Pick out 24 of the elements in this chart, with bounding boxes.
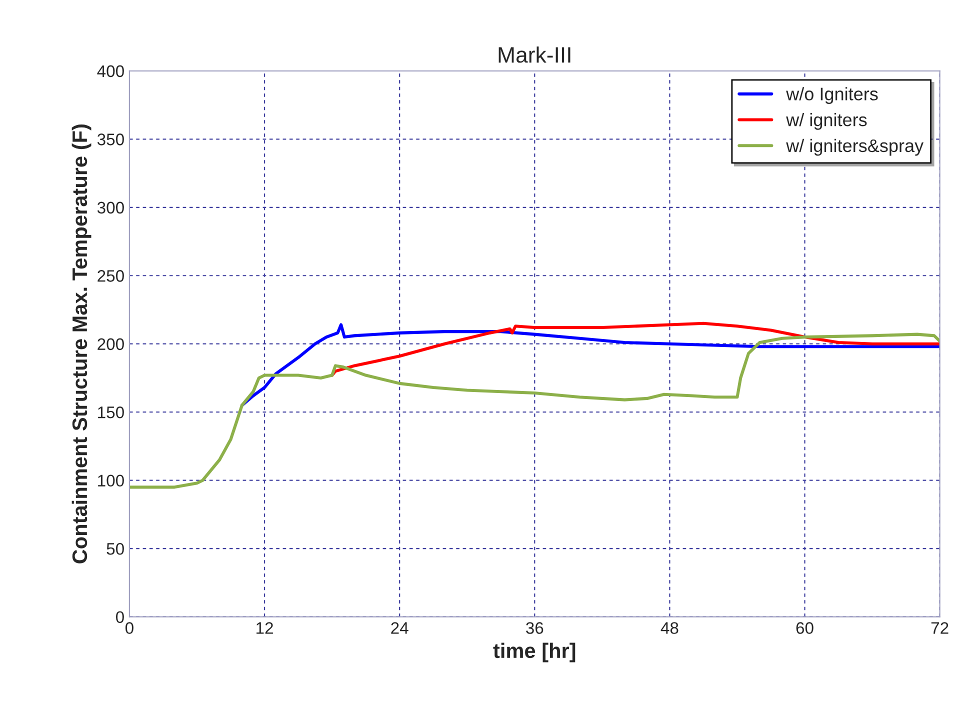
x-tick-label: 72 xyxy=(931,622,948,634)
x-axis-title: time [hr] xyxy=(493,642,576,662)
legend-label: w/ igniters xyxy=(786,113,867,130)
x-tick-label: 48 xyxy=(660,622,678,634)
y-tick-label: 150 xyxy=(98,406,124,418)
legend-label: w/o Igniters xyxy=(786,87,878,104)
chart-title: Mark-III xyxy=(498,46,570,63)
x-tick-label: 60 xyxy=(796,622,814,634)
y-tick-label: 50 xyxy=(106,542,124,555)
y-tick-label: 350 xyxy=(97,134,124,146)
y-axis-title: Containment Structure Max. Temperature (F) xyxy=(72,124,92,564)
x-tick-label: 0 xyxy=(125,622,134,634)
line-series xyxy=(129,332,940,489)
y-tick-label: 400 xyxy=(97,65,124,78)
y-tick-label: 0 xyxy=(116,611,124,624)
y-tick-label: 300 xyxy=(97,202,124,214)
y-tick-label: 100 xyxy=(98,474,124,487)
y-tick-label: 250 xyxy=(98,270,124,282)
legend-label: w/ igniters&spray xyxy=(786,138,924,156)
x-tick-label: 12 xyxy=(256,622,273,634)
x-tick-label: 24 xyxy=(391,622,408,634)
y-tick-label: 200 xyxy=(98,338,124,350)
line-series xyxy=(330,322,940,377)
x-tick-label: 36 xyxy=(526,622,544,634)
